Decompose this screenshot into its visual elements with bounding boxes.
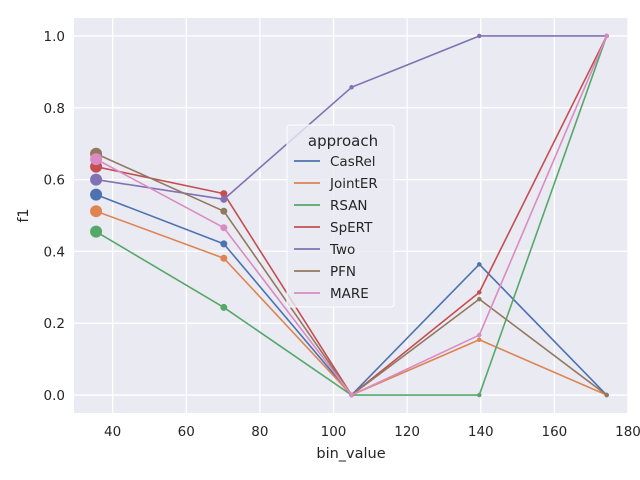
x-tick-label: 140 xyxy=(468,424,494,440)
x-tick-label: 100 xyxy=(321,424,347,440)
legend-item: JointER xyxy=(294,176,378,192)
legend-label: JointER xyxy=(329,176,378,192)
legend-item: RSAN xyxy=(294,198,368,214)
data-point xyxy=(477,392,482,398)
y-tick-label: 0.8 xyxy=(44,101,65,117)
data-point xyxy=(220,207,228,215)
y-tick-label: 0.2 xyxy=(44,316,65,332)
data-point xyxy=(477,337,482,342)
legend-label: Two xyxy=(329,242,355,258)
data-point xyxy=(477,290,482,295)
x-tick-label: 120 xyxy=(394,424,420,440)
data-point xyxy=(349,85,354,90)
legend-items: CasRel JointER RSAN SpERT Two PFN MARE xyxy=(294,154,378,302)
data-point xyxy=(477,262,482,267)
y-axis-label: f1 xyxy=(16,208,32,222)
legend-box xyxy=(286,124,395,308)
x-axis-label: bin_value xyxy=(316,446,385,462)
data-point xyxy=(220,240,228,248)
x-tick-label: 60 xyxy=(178,424,195,440)
legend-label: PFN xyxy=(330,264,356,280)
legend-title: approach xyxy=(308,132,378,150)
data-point xyxy=(477,296,482,302)
y-tick-label: 0.6 xyxy=(44,173,65,189)
series-lines xyxy=(90,33,609,398)
data-point xyxy=(349,392,354,398)
data-point xyxy=(90,205,103,218)
x-tick-label: 180 xyxy=(615,424,640,440)
data-point xyxy=(220,254,228,262)
x-tick-label: 80 xyxy=(251,424,268,440)
legend: approach CasRel JointER RSAN SpERT Two PFN MAR… xyxy=(286,124,395,308)
legend-item: PFN xyxy=(294,264,356,280)
y-tick-label: 1.0 xyxy=(44,29,65,45)
y-tick-label: 0.0 xyxy=(44,388,65,404)
legend-item: CasRel xyxy=(294,154,376,170)
data-point xyxy=(220,190,228,198)
y-tick-label: 0.4 xyxy=(44,244,65,260)
series-mare xyxy=(90,33,609,398)
data-point xyxy=(90,188,103,201)
legend-label: CasRel xyxy=(330,154,376,170)
data-point xyxy=(477,33,482,39)
legend-item: MARE xyxy=(294,286,369,302)
tick-labels: 40 60 80 100 120 140 160 180 0.0 0.2 0.4 0.6 0.8 1.0 xyxy=(44,29,640,440)
data-point xyxy=(477,332,482,338)
data-point xyxy=(220,195,228,203)
x-tick-label: 40 xyxy=(104,424,121,440)
data-point xyxy=(220,224,228,232)
data-point xyxy=(90,153,103,166)
legend-label: RSAN xyxy=(330,198,368,214)
legend-item: SpERT xyxy=(294,220,373,236)
legend-label: MARE xyxy=(330,286,369,302)
x-tick-label: 160 xyxy=(541,424,567,440)
data-point xyxy=(604,392,609,398)
data-point xyxy=(604,33,609,39)
data-point xyxy=(90,225,103,238)
data-point xyxy=(90,173,103,186)
legend-label: SpERT xyxy=(330,220,373,236)
legend-item: Two xyxy=(294,242,355,258)
data-point xyxy=(220,303,228,311)
